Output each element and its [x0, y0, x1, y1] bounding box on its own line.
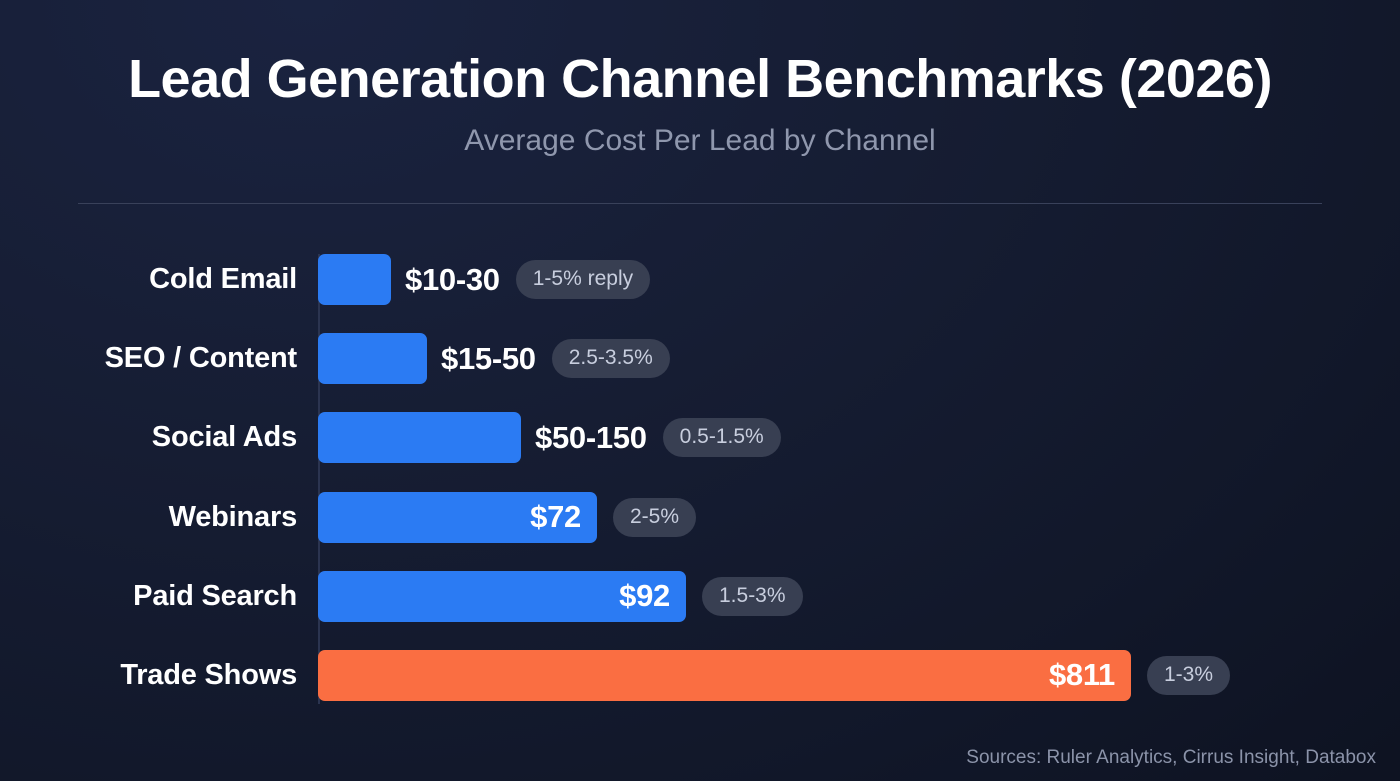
bar-rows: Cold Email $10-30 1-5% reply SEO / Content $… — [0, 228, 1400, 703]
bar-row: Paid Search $92 1.5-3% — [0, 545, 1400, 624]
bar[interactable]: $92 — [318, 570, 686, 622]
bar-row: SEO / Content $15-50 2.5-3.5% — [0, 307, 1400, 386]
bar-value-label: $72 — [530, 499, 581, 535]
bar-category-label: Trade Shows — [120, 658, 297, 691]
bar-chart: Cold Email $10-30 1-5% reply SEO / Content $… — [0, 228, 1400, 728]
bar-category-label: Webinars — [168, 500, 298, 533]
conversion-rate-badge: 2-5% — [613, 497, 697, 537]
bar-value-label: $15-50 — [441, 340, 536, 376]
conversion-rate-badge: 1.5-3% — [702, 576, 803, 616]
bar-row: Webinars $72 2-5% — [0, 466, 1400, 545]
bar-category-label: Cold Email — [149, 263, 297, 295]
chart-header: Lead Generation Channel Benchmarks (2026… — [0, 0, 1400, 160]
bar-area: $811 1-3% — [318, 649, 1231, 701]
bar[interactable] — [318, 254, 391, 305]
chart-baseline-axis — [318, 254, 320, 704]
bar[interactable] — [318, 412, 521, 464]
bar-category-label: Social Ads — [151, 421, 297, 454]
conversion-rate-badge: 1-5% reply — [515, 260, 651, 299]
conversion-rate-badge: 2.5-3.5% — [551, 339, 670, 379]
page-subtitle: Average Cost Per Lead by Channel — [464, 124, 936, 157]
bar-row: Cold Email $10-30 1-5% reply — [0, 228, 1400, 307]
bar-category-label: Paid Search — [133, 579, 297, 612]
bar-row: Social Ads $50-150 0.5-1.5% — [0, 386, 1400, 465]
bar-row: Trade Shows $811 1-3% — [0, 624, 1400, 703]
page-title: Lead Generation Channel Benchmarks (2026… — [128, 49, 1272, 109]
sources-note: Sources: Ruler Analytics, Cirrus Insight… — [966, 747, 1376, 768]
bar-value-label: $50-150 — [535, 419, 647, 455]
header-divider — [78, 203, 1322, 204]
bar[interactable]: $811 — [318, 649, 1131, 701]
bar-area: $92 1.5-3% — [318, 570, 803, 622]
bar[interactable] — [318, 333, 427, 385]
bar-value-label: $811 — [1048, 657, 1115, 693]
conversion-rate-badge: 1-3% — [1147, 655, 1231, 695]
bar-area: $15-50 2.5-3.5% — [318, 333, 670, 385]
bar-area: $72 2-5% — [318, 491, 697, 543]
bar-value-label: $92 — [619, 578, 670, 614]
bar-area: $50-150 0.5-1.5% — [318, 412, 781, 464]
bar-category-label: SEO / Content — [104, 342, 298, 375]
conversion-rate-badge: 0.5-1.5% — [662, 418, 781, 458]
bar-area: $10-30 1-5% reply — [318, 254, 651, 305]
bar[interactable]: $72 — [318, 491, 597, 543]
bar-value-label: $10-30 — [405, 261, 500, 297]
